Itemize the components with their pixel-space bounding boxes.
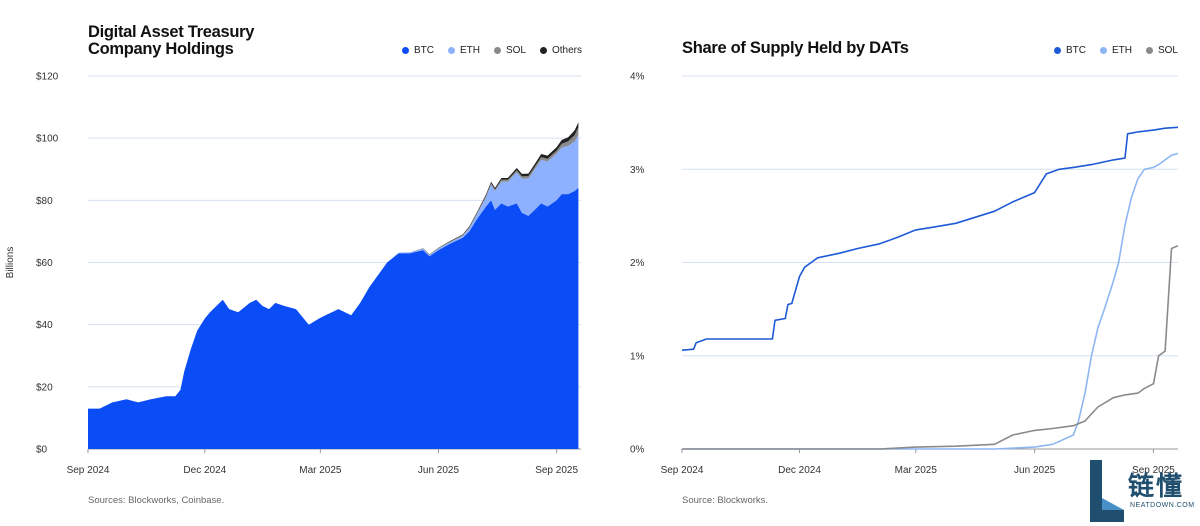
holdings-legend-item-eth: ETH — [447, 45, 480, 56]
supply-share-legend-item-eth: ETH — [1099, 45, 1132, 56]
legend-swatch — [401, 47, 409, 54]
legend-label: ETH — [459, 45, 480, 56]
supply-share-legend-item-btc: BTC — [1053, 45, 1086, 56]
legend-label: BTC — [1065, 45, 1086, 56]
legend-swatch — [539, 47, 547, 54]
watermark-chinese-text: 链懂 — [1128, 471, 1185, 501]
supply-share-line-chart: 0% 1% 2% 3% 4% Sep 2024 Dec 2024 Mar 2025 Jun 20… — [630, 72, 1179, 476]
x-tick-label: Mar 2025 — [299, 465, 342, 476]
legend-label: BTC — [413, 45, 434, 56]
line-series-eth — [682, 152, 1179, 450]
y-tick-label: 1% — [630, 351, 645, 362]
supply-share-chart-legend: BTC ETH SOL — [1053, 45, 1178, 56]
y-tick-label: 2% — [630, 258, 645, 269]
supply-share-chart-title: Share of Supply Held by DATs — [682, 39, 909, 57]
y-tick-label: $80 — [36, 196, 53, 207]
holdings-chart-legend: BTC ETH SOL Others — [401, 45, 582, 56]
legend-swatch — [1145, 47, 1153, 54]
x-tick-label: Sep 2025 — [535, 465, 578, 476]
legend-swatch — [1053, 47, 1061, 54]
y-tick-label: $100 — [36, 134, 59, 145]
line-series-btc — [681, 126, 1179, 351]
legend-swatch — [1099, 47, 1107, 54]
watermark-logo: 链懂 NEATDOWN.COM — [1086, 458, 1196, 526]
holdings-chart-source: Sources: Blockworks, Coinbase. — [88, 495, 225, 506]
y-tick-label: $20 — [36, 382, 53, 393]
x-tick-label: Sep 2024 — [67, 465, 110, 476]
legend-swatch — [493, 47, 501, 54]
supply-share-chart-source: Source: Blockworks. — [682, 495, 769, 506]
holdings-legend-item-btc: BTC — [401, 45, 434, 56]
y-tick-label: 4% — [630, 72, 645, 83]
line-series-sol — [682, 244, 1179, 450]
y-tick-label: $40 — [36, 320, 53, 331]
x-tick-label: Mar 2025 — [895, 465, 938, 476]
x-tick-label: Sep 2025 — [1132, 465, 1175, 476]
holdings-area-chart: $0 $20 $40 $60 $80 $100 $120 Billions Sep 2024 De… — [5, 72, 581, 476]
watermark-l-icon — [1090, 460, 1124, 522]
y-tick-label: 0% — [630, 445, 645, 456]
y-tick-label: $0 — [36, 445, 48, 456]
holdings-legend-item-others: Others — [539, 45, 582, 56]
x-tick-label: Jun 2025 — [1014, 465, 1056, 476]
y-tick-label: $120 — [36, 72, 59, 83]
holdings-chart-panel: Digital Asset Treasury Company Holdings … — [5, 23, 582, 507]
x-tick-label: Dec 2024 — [183, 465, 226, 476]
legend-label: ETH — [1111, 45, 1132, 56]
area-series-btc — [88, 187, 579, 449]
y-tick-label: 3% — [630, 165, 645, 176]
supply-share-legend-item-sol: SOL — [1145, 45, 1178, 56]
legend-label: Others — [551, 45, 582, 56]
x-tick-label: Dec 2024 — [778, 465, 821, 476]
y-axis-title: Billions — [5, 247, 16, 279]
holdings-legend-item-sol: SOL — [493, 45, 526, 56]
area-series-group — [88, 122, 579, 449]
x-tick-label: Sep 2024 — [661, 465, 704, 476]
y-tick-label: $60 — [36, 258, 53, 269]
legend-label: SOL — [1157, 45, 1178, 56]
supply-share-chart-panel: Share of Supply Held by DATs BTC ETH SOL 0… — [600, 0, 1200, 526]
watermark-domain-text: NEATDOWN.COM — [1130, 502, 1195, 509]
legend-swatch — [447, 47, 455, 54]
holdings-chart-title: Digital Asset Treasury Company Holdings — [88, 23, 255, 58]
legend-label: SOL — [505, 45, 526, 56]
x-tick-label: Jun 2025 — [418, 465, 460, 476]
